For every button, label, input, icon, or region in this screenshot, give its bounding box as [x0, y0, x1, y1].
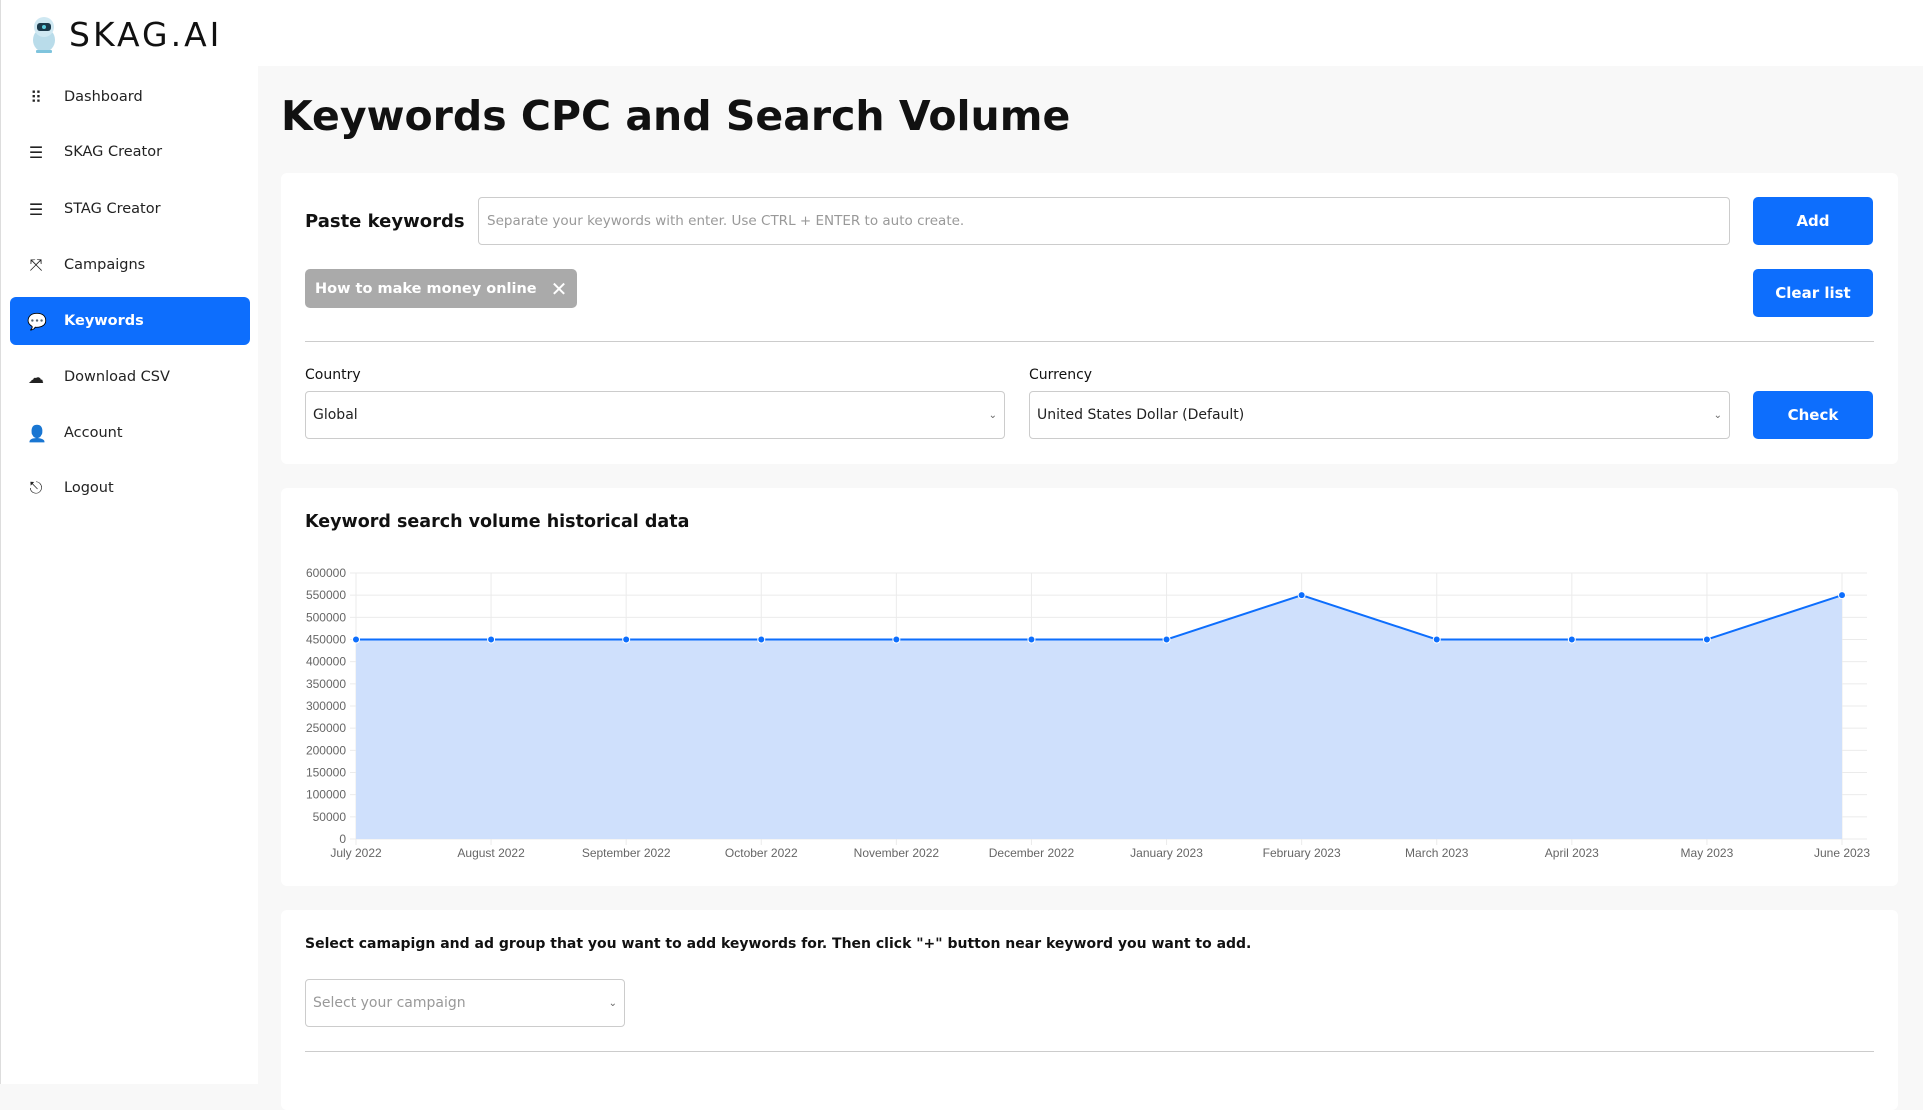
- y-tick-label: 400000: [306, 655, 346, 669]
- top-bar: [258, 0, 1923, 66]
- data-point: [1162, 635, 1171, 644]
- cloud-download-icon: ☁: [28, 367, 44, 387]
- x-tick-label: October 2022: [725, 846, 798, 860]
- paste-keywords-label: Paste keywords: [305, 211, 465, 232]
- y-tick-label: 250000: [306, 721, 346, 735]
- x-tick-label: April 2023: [1545, 846, 1599, 860]
- sidebar-item-skag-creator[interactable]: ☰ SKAG Creator: [10, 128, 250, 176]
- x-tick-label: November 2022: [854, 846, 940, 860]
- y-tick-label: 50000: [313, 810, 347, 824]
- y-tick-label: 150000: [306, 766, 346, 780]
- campaign-card: Select camapign and ad group that you wa…: [281, 910, 1898, 1110]
- x-tick-label: June 2023: [1814, 846, 1870, 860]
- add-button[interactable]: Add: [1753, 197, 1873, 245]
- data-point: [1838, 591, 1846, 600]
- data-point: [1702, 635, 1711, 644]
- chevron-down-icon: ⌄: [608, 997, 617, 1009]
- data-point: [1432, 635, 1441, 644]
- sliders-icon: ☰: [28, 142, 44, 162]
- keyword-chip: How to make money online ✕: [305, 269, 578, 308]
- data-point: [1027, 635, 1036, 644]
- keywords-form-card: Paste keywords Separate your keywords wi…: [281, 173, 1898, 464]
- chart-card: Keyword search volume historical data 0 5…: [281, 488, 1898, 886]
- chart-title: Keyword search volume historical data: [305, 512, 690, 532]
- sidebar-item-label: Download CSV: [64, 369, 170, 385]
- data-point: [487, 635, 496, 644]
- robot-logo-icon: [33, 17, 55, 53]
- chevron-down-icon: ⌄: [988, 409, 997, 421]
- chat-bubble-icon: 💬: [27, 311, 47, 331]
- brand-name: SKAG.AI: [69, 14, 223, 54]
- sliders-icon: ☰: [28, 199, 44, 219]
- country-label: Country: [305, 367, 361, 383]
- currency-label: Currency: [1029, 367, 1093, 383]
- divider: [305, 1051, 1874, 1052]
- x-tick-label: September 2022: [582, 846, 671, 860]
- y-tick-label: 500000: [306, 610, 346, 624]
- data-point: [1567, 635, 1576, 644]
- sidebar-item-download-csv[interactable]: ☁ Download CSV: [10, 353, 250, 401]
- sidebar-item-campaigns[interactable]: ⤧ Campaigns: [10, 241, 250, 289]
- x-tick-label: January 2023: [1130, 846, 1203, 860]
- sidebar-item-dashboard[interactable]: ⠿ Dashboard: [10, 73, 250, 121]
- sidebar: SKAG.AI ⠿ Dashboard ☰ SKAG Creator ☰ STAG C…: [0, 0, 258, 1084]
- data-point: [1297, 591, 1306, 600]
- currency-value: United States Dollar (Default): [1037, 407, 1245, 423]
- compress-arrows-icon: ⤧: [29, 255, 43, 274]
- logo[interactable]: SKAG.AI: [27, 14, 222, 54]
- chevron-down-icon: ⌄: [1713, 409, 1722, 421]
- series-line: [356, 594, 1843, 641]
- x-tick-label: August 2022: [457, 846, 525, 860]
- country-select[interactable]: Global ⌄: [305, 391, 1005, 439]
- sidebar-item-keywords[interactable]: 💬 Keywords: [10, 297, 250, 345]
- sidebar-item-label: STAG Creator: [64, 201, 161, 217]
- country-value: Global: [313, 407, 358, 423]
- user-icon: 👤: [27, 423, 47, 443]
- x-tick-label: February 2023: [1263, 846, 1341, 860]
- x-tick-label: December 2022: [989, 846, 1075, 860]
- y-tick-label: 550000: [306, 588, 346, 602]
- sidebar-item-account[interactable]: 👤 Account: [10, 409, 250, 457]
- campaign-select-placeholder: Select your campaign: [313, 995, 466, 1011]
- campaign-select[interactable]: Select your campaign ⌄: [305, 979, 625, 1027]
- data-point: [892, 635, 901, 644]
- check-button[interactable]: Check: [1753, 391, 1873, 439]
- sidebar-item-label: Campaigns: [64, 257, 146, 273]
- grid-icon: ⠿: [30, 87, 42, 107]
- logout-icon: ⎋: [29, 478, 43, 497]
- data-point: [352, 635, 360, 644]
- y-tick-label: 300000: [306, 699, 346, 713]
- keywords-input[interactable]: Separate your keywords with enter. Use C…: [478, 197, 1730, 245]
- sidebar-item-label: Keywords: [64, 313, 144, 329]
- sidebar-item-label: Logout: [64, 480, 114, 496]
- y-tick-label: 0: [339, 832, 346, 846]
- data-point: [622, 635, 631, 644]
- clear-list-button[interactable]: Clear list: [1753, 269, 1873, 317]
- y-tick-label: 600000: [306, 566, 346, 580]
- divider: [305, 341, 1874, 342]
- page-title: Keywords CPC and Search Volume: [281, 92, 1071, 140]
- y-tick-label: 200000: [306, 743, 346, 757]
- x-tick-label: May 2023: [1681, 846, 1734, 860]
- search-volume-chart: 0 50000 100000 150000 200000 250000 300000 3500…: [306, 566, 1870, 860]
- data-point: [757, 635, 766, 644]
- x-tick-label: March 2023: [1405, 846, 1469, 860]
- sidebar-item-stag-creator[interactable]: ☰ STAG Creator: [10, 185, 250, 233]
- sidebar-item-logout[interactable]: ⎋ Logout: [10, 464, 250, 512]
- area-fill: [356, 595, 1842, 839]
- x-tick-label: July 2022: [330, 846, 382, 860]
- sidebar-item-label: Account: [64, 425, 123, 441]
- currency-select[interactable]: United States Dollar (Default) ⌄: [1029, 391, 1730, 439]
- campaign-instruction: Select camapign and ad group that you wa…: [305, 936, 1252, 952]
- close-icon[interactable]: ✕: [550, 276, 568, 301]
- y-tick-label: 450000: [306, 633, 346, 647]
- y-tick-label: 100000: [306, 788, 346, 802]
- sidebar-item-label: SKAG Creator: [64, 144, 163, 160]
- y-tick-label: 350000: [306, 677, 346, 691]
- keyword-chip-label: How to make money online: [315, 280, 537, 297]
- sidebar-item-label: Dashboard: [64, 89, 143, 105]
